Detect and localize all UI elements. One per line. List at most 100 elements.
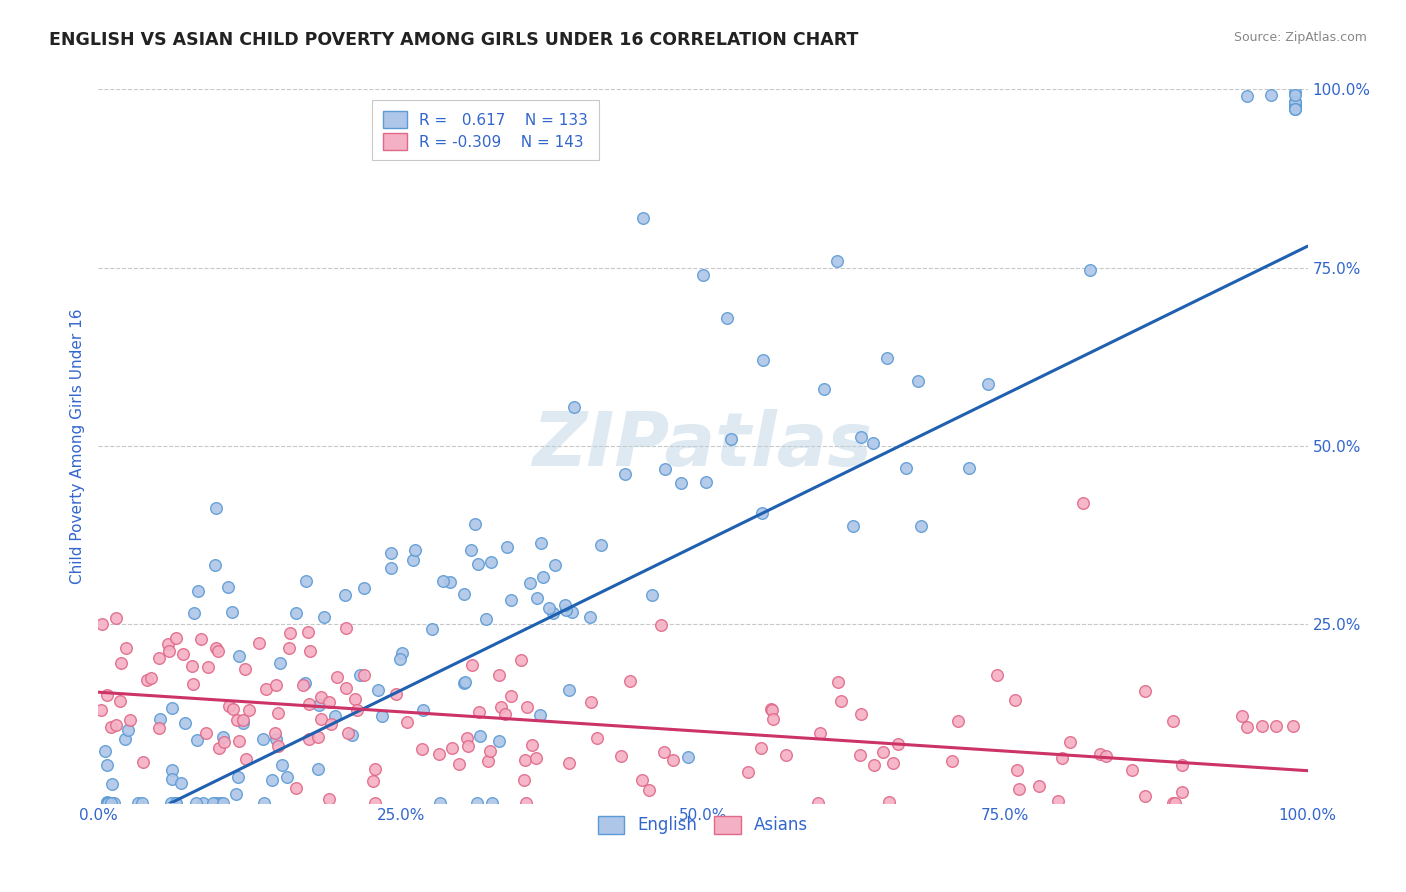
Point <box>894 461 917 475</box>
Point <box>1050 751 1073 765</box>
Point <box>364 762 387 776</box>
Point <box>526 750 548 764</box>
Point <box>174 716 197 731</box>
Point <box>429 796 451 810</box>
Point <box>1004 693 1026 707</box>
Point <box>1121 763 1143 777</box>
Point <box>226 770 249 784</box>
Point <box>654 462 676 476</box>
Point <box>907 375 929 389</box>
Point <box>640 588 662 602</box>
Point <box>558 683 581 698</box>
Point <box>297 624 319 639</box>
Point <box>910 519 932 533</box>
Point <box>346 702 368 716</box>
Point <box>1088 747 1111 761</box>
Point <box>427 747 450 761</box>
Point <box>94 744 117 758</box>
Point <box>513 753 536 767</box>
Point <box>477 754 499 768</box>
Point <box>235 752 257 766</box>
Point <box>96 795 118 809</box>
Point <box>254 681 277 696</box>
Point <box>318 792 340 806</box>
Point <box>101 776 124 790</box>
Point <box>662 753 685 767</box>
Point <box>343 691 366 706</box>
Point <box>488 668 510 682</box>
Point <box>276 770 298 784</box>
Point <box>1284 88 1306 103</box>
Point <box>468 729 491 743</box>
Point <box>205 641 228 656</box>
Point <box>114 732 136 747</box>
Point <box>827 674 849 689</box>
Point <box>946 714 969 728</box>
Point <box>585 731 607 746</box>
Point <box>830 694 852 708</box>
Point <box>353 667 375 681</box>
Point <box>872 745 894 759</box>
Point <box>160 763 183 777</box>
Point <box>579 695 602 709</box>
Point <box>141 672 163 686</box>
Point <box>478 744 501 758</box>
Point <box>148 721 170 735</box>
Point <box>391 646 413 660</box>
Point <box>172 647 194 661</box>
Point <box>526 591 548 605</box>
Point <box>669 475 692 490</box>
Text: Source: ZipAtlas.com: Source: ZipAtlas.com <box>1233 31 1367 45</box>
Point <box>267 739 290 753</box>
Point <box>1236 720 1258 734</box>
Point <box>298 731 321 746</box>
Point <box>1284 101 1306 115</box>
Point <box>1284 85 1306 99</box>
Point <box>1135 683 1157 698</box>
Point <box>335 621 357 635</box>
Point <box>233 662 256 676</box>
Point <box>325 670 347 684</box>
Point <box>165 631 187 645</box>
Point <box>1171 758 1194 772</box>
Point <box>516 700 538 714</box>
Point <box>759 702 782 716</box>
Point <box>1028 780 1050 794</box>
Point <box>249 636 271 650</box>
Point <box>294 676 316 690</box>
Point <box>716 310 738 325</box>
Point <box>180 659 202 673</box>
Point <box>876 351 898 365</box>
Point <box>1251 719 1274 733</box>
Point <box>117 723 139 737</box>
Point <box>412 703 434 717</box>
Point <box>630 772 652 787</box>
Point <box>361 773 384 788</box>
Point <box>1059 735 1081 749</box>
Point <box>323 708 346 723</box>
Point <box>460 658 482 673</box>
Point <box>561 605 583 619</box>
Point <box>751 506 773 520</box>
Point <box>1260 87 1282 102</box>
Point <box>877 796 900 810</box>
Point <box>335 589 357 603</box>
Point <box>862 436 884 450</box>
Point <box>298 644 321 658</box>
Point <box>720 432 742 446</box>
Point <box>619 673 641 688</box>
Point <box>252 732 274 747</box>
Point <box>1161 714 1184 729</box>
Point <box>264 731 287 746</box>
Point <box>652 745 675 759</box>
Point <box>650 618 672 632</box>
Point <box>1073 496 1095 510</box>
Point <box>162 772 184 786</box>
Point <box>115 640 138 655</box>
Point <box>364 796 387 810</box>
Point <box>353 581 375 595</box>
Point <box>1133 789 1156 804</box>
Point <box>187 583 209 598</box>
Point <box>264 678 287 692</box>
Point <box>1265 719 1288 733</box>
